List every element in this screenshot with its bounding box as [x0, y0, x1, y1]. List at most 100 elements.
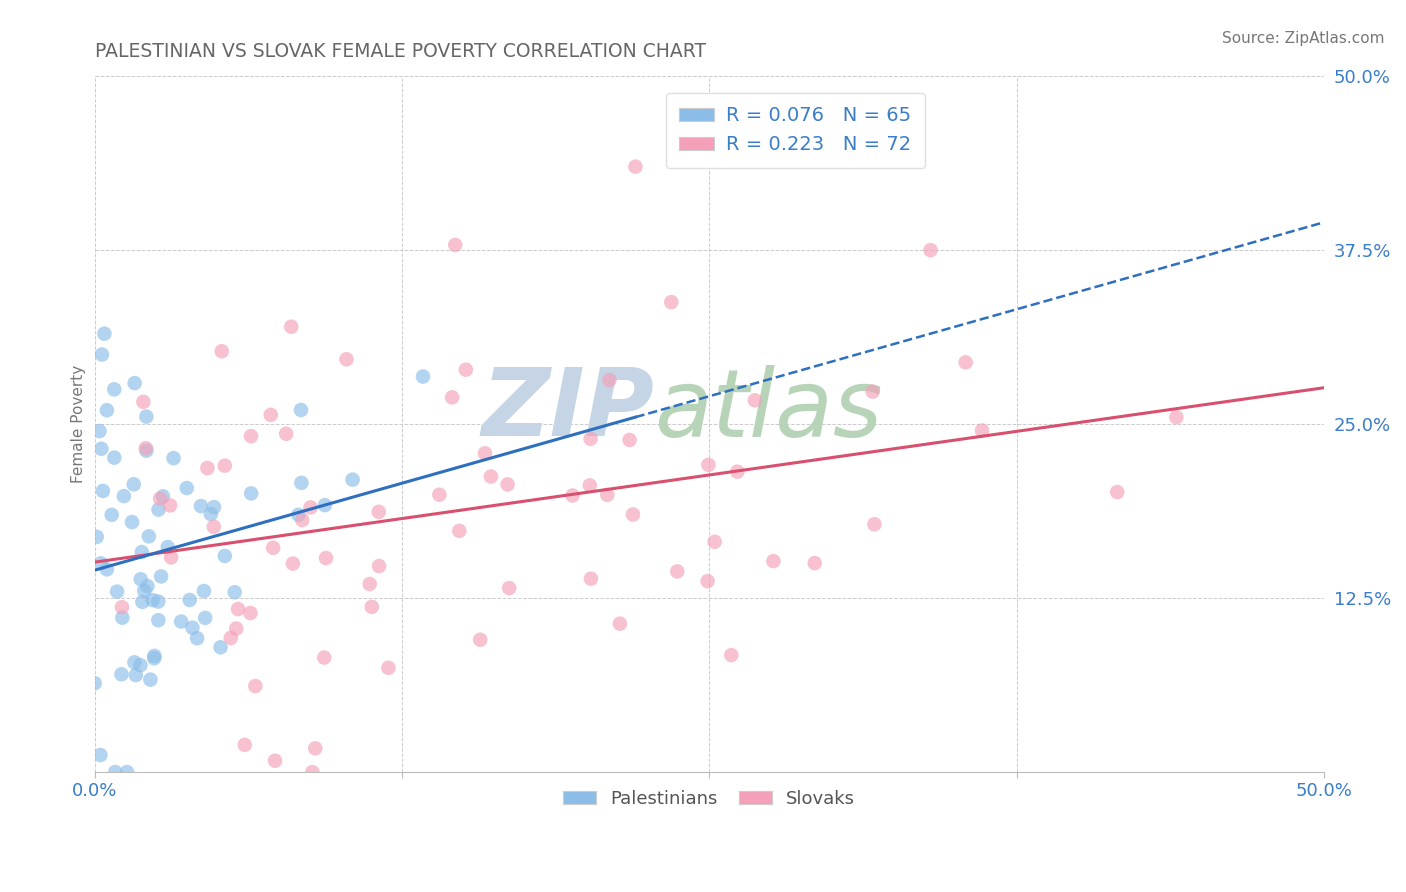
Point	[226, 602, 249, 616]
Point	[134, 583, 156, 598]
Point	[264, 754, 287, 768]
Point	[498, 581, 520, 595]
Point	[239, 606, 262, 620]
Point	[596, 488, 619, 502]
Point	[100, 508, 122, 522]
Point	[148, 502, 170, 516]
Point	[290, 475, 312, 490]
Point	[335, 352, 357, 367]
Point	[470, 632, 492, 647]
Point	[104, 765, 127, 780]
Point	[148, 594, 170, 608]
Point	[156, 540, 179, 554]
Text: atlas: atlas	[654, 365, 882, 456]
Point	[360, 599, 382, 614]
Point	[150, 569, 173, 583]
Point	[342, 473, 364, 487]
Point	[225, 622, 247, 636]
Point	[619, 433, 641, 447]
Point	[148, 613, 170, 627]
Point	[115, 765, 138, 780]
Point	[193, 584, 215, 599]
Point	[579, 432, 602, 446]
Point	[202, 500, 225, 515]
Point	[474, 446, 496, 460]
Point	[621, 508, 644, 522]
Point	[720, 648, 742, 662]
Point	[427, 488, 450, 502]
Point	[245, 679, 267, 693]
Point	[314, 498, 336, 512]
Point	[561, 489, 583, 503]
Point	[195, 461, 218, 475]
Point	[96, 562, 118, 576]
Point	[863, 517, 886, 532]
Point	[377, 661, 399, 675]
Point	[725, 465, 748, 479]
Point	[449, 524, 471, 538]
Point	[299, 500, 322, 515]
Point	[240, 429, 263, 443]
Point	[214, 549, 236, 563]
Point	[138, 529, 160, 543]
Point	[579, 572, 602, 586]
Point	[135, 441, 157, 455]
Point	[598, 373, 620, 387]
Point	[281, 557, 304, 571]
Point	[214, 458, 236, 473]
Point	[83, 676, 105, 690]
Legend: Palestinians, Slovaks: Palestinians, Slovaks	[555, 783, 862, 815]
Point	[93, 326, 115, 341]
Point	[280, 319, 302, 334]
Point	[315, 551, 337, 566]
Point	[170, 615, 193, 629]
Point	[260, 408, 283, 422]
Point	[162, 451, 184, 466]
Point	[132, 394, 155, 409]
Point	[200, 507, 222, 521]
Point	[1107, 485, 1129, 500]
Point	[139, 673, 162, 687]
Text: PALESTINIAN VS SLOVAK FEMALE POVERTY CORRELATION CHART: PALESTINIAN VS SLOVAK FEMALE POVERTY COR…	[94, 42, 706, 61]
Point	[86, 530, 108, 544]
Point	[149, 491, 172, 506]
Point	[262, 541, 284, 555]
Point	[697, 458, 720, 472]
Point	[290, 403, 312, 417]
Point	[194, 611, 217, 625]
Point	[135, 409, 157, 424]
Point	[129, 572, 152, 586]
Text: ZIP: ZIP	[481, 364, 654, 456]
Point	[89, 424, 111, 438]
Point	[143, 651, 166, 665]
Point	[110, 667, 132, 681]
Point	[103, 450, 125, 465]
Point	[105, 584, 128, 599]
Point	[135, 443, 157, 458]
Point	[96, 403, 118, 417]
Point	[862, 384, 884, 399]
Point	[314, 650, 336, 665]
Point	[159, 499, 181, 513]
Point	[176, 481, 198, 495]
Point	[659, 295, 682, 310]
Point	[90, 557, 112, 571]
Point	[666, 565, 689, 579]
Y-axis label: Female Poverty: Female Poverty	[72, 365, 86, 483]
Point	[103, 382, 125, 396]
Text: Source: ZipAtlas.com: Source: ZipAtlas.com	[1222, 31, 1385, 46]
Point	[240, 486, 263, 500]
Point	[124, 656, 146, 670]
Point	[219, 631, 242, 645]
Point	[186, 632, 208, 646]
Point	[1166, 410, 1188, 425]
Point	[304, 741, 326, 756]
Point	[224, 585, 246, 599]
Point	[152, 489, 174, 503]
Point	[368, 559, 391, 574]
Point	[91, 347, 114, 361]
Point	[444, 238, 467, 252]
Point	[160, 550, 183, 565]
Point	[291, 513, 314, 527]
Point	[179, 593, 201, 607]
